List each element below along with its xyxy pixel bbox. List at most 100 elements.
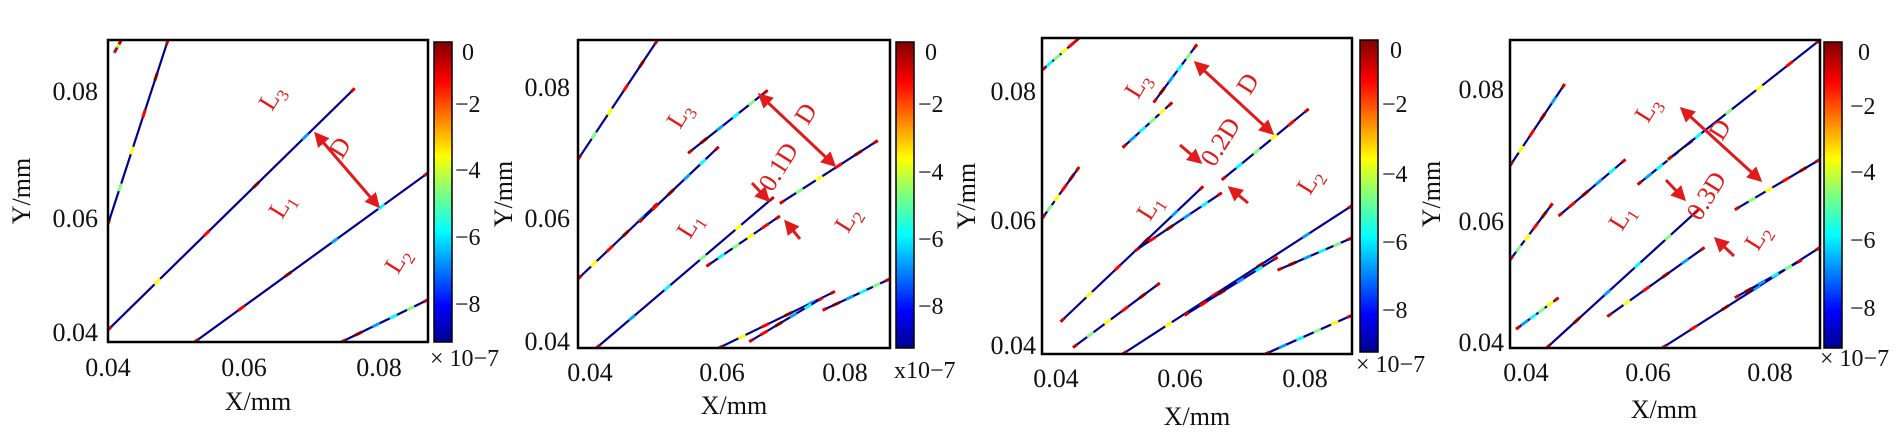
stress-spot [1664, 233, 1673, 242]
plot-frame [106, 38, 430, 344]
y-tick-label: 0.04 [525, 327, 571, 356]
stress-spot [1332, 241, 1342, 248]
stress-spot [1757, 279, 1766, 286]
stress-spot [1528, 312, 1538, 321]
stress-spot [858, 288, 868, 295]
distance-arrow [1679, 106, 1763, 183]
crack-tip [1515, 324, 1521, 331]
crack-tip [1059, 317, 1066, 323]
stress-spot [698, 158, 707, 166]
stress-spot [1158, 107, 1167, 116]
colorbar: 0 −2 −4 −6 −8 x10−7 [894, 40, 956, 384]
colorbar-tick-label: 0 [925, 40, 937, 66]
crack-tip [822, 306, 828, 312]
stress-spot [1184, 51, 1192, 61]
stress-spot [621, 229, 630, 238]
stress-spot [734, 223, 743, 232]
colorbar-tick-label: −6 [455, 225, 481, 251]
crack-tip [1548, 202, 1554, 209]
stress-spot [747, 99, 756, 107]
stress-spot [731, 111, 740, 120]
stress-spot [1540, 210, 1548, 219]
crack-tip [1693, 208, 1700, 215]
plot-frame [1508, 38, 1822, 350]
stress-spot [1798, 166, 1808, 173]
crack-tip [113, 46, 119, 53]
y-tick-label: 0.06 [991, 206, 1037, 235]
crack-tip [762, 89, 769, 95]
x-tick-label: 0.08 [1747, 358, 1793, 387]
stress-spot [153, 72, 159, 82]
y-tick-label: 0.08 [525, 73, 571, 102]
x-axis-label: X/mm [1164, 402, 1230, 431]
stress-spot [737, 333, 747, 340]
crack-tip [1216, 191, 1223, 197]
y-tick-label: 0.04 [1459, 328, 1505, 357]
x-tick-label: 0.04 [85, 353, 131, 382]
stress-spot [1744, 286, 1753, 294]
y-axis: 0.08 0.06 0.04 Y/mm [1417, 75, 1504, 357]
crack-tip [638, 217, 644, 224]
plot-background [108, 40, 428, 342]
stress-spot [1295, 335, 1305, 342]
crack-tip [705, 262, 712, 268]
stress-spot [795, 187, 804, 195]
stress-spot [1520, 319, 1529, 327]
colorbar-tick-label: −4 [918, 160, 944, 186]
stress-spot [1303, 254, 1312, 261]
crack-tip [1734, 293, 1740, 300]
stress-spot [1330, 320, 1339, 327]
crack-tip [748, 337, 755, 344]
stress-spot [1514, 244, 1523, 253]
stress-spot [1581, 189, 1590, 198]
stress-spot [1060, 183, 1068, 192]
gap-arrow [1664, 178, 1687, 202]
stress-spot [1661, 271, 1670, 279]
y-axis-label: Y/mm [7, 158, 36, 224]
crack-tip [1121, 143, 1128, 149]
x-axis-label: X/mm [225, 387, 291, 416]
plot-area [106, 38, 430, 344]
colorbar-gradient [1823, 41, 1843, 349]
crack-segment [1545, 208, 1700, 348]
gap-arrow [1713, 236, 1736, 258]
stress-spot [153, 277, 162, 286]
crack-tip [1553, 296, 1560, 302]
stress-spot [1120, 305, 1130, 313]
colorbar-tick-label: −2 [918, 92, 944, 118]
distance-arrow [314, 131, 380, 209]
stress-spot [589, 259, 598, 268]
plot-area [1508, 38, 1822, 350]
crack-tip [687, 148, 693, 155]
stress-spot [1633, 261, 1642, 269]
gap-arrow [784, 219, 802, 240]
stress-spot [761, 222, 770, 230]
stress-spot [1199, 300, 1208, 308]
stress-spot [283, 270, 293, 278]
stress-spot [1176, 63, 1184, 72]
stress-spot [774, 320, 783, 328]
stress-spot [1200, 200, 1209, 208]
stress-spot [1158, 86, 1166, 95]
stress-spot [1085, 290, 1094, 299]
stress-spot [651, 203, 660, 212]
x-axis: 0.04 0.06 0.08 X/mm [567, 358, 868, 420]
y-tick-label: 0.08 [53, 77, 99, 106]
stress-spot [803, 303, 813, 310]
stress-spot [1608, 167, 1617, 175]
stress-spot [606, 107, 614, 116]
colorbar-tick-label: −4 [1382, 162, 1408, 188]
stress-spot [1068, 173, 1076, 182]
distance-arrow [1193, 60, 1275, 136]
stress-spot [1128, 134, 1137, 143]
stress-spot [1747, 196, 1757, 203]
y-axis: 0.08 0.06 0.04 Y/mm [7, 77, 98, 347]
stress-spot [1165, 224, 1174, 232]
stress-spot [1546, 300, 1555, 308]
stress-spot [759, 329, 769, 337]
colorbar-tick-label: −2 [1850, 94, 1876, 120]
stress-spot [1572, 316, 1581, 325]
stress-spot [202, 229, 211, 238]
panel-1: 0 −2 −4 −6 −8 × 10−7 0.08 0.06 0.04 Y/mm… [7, 38, 499, 416]
